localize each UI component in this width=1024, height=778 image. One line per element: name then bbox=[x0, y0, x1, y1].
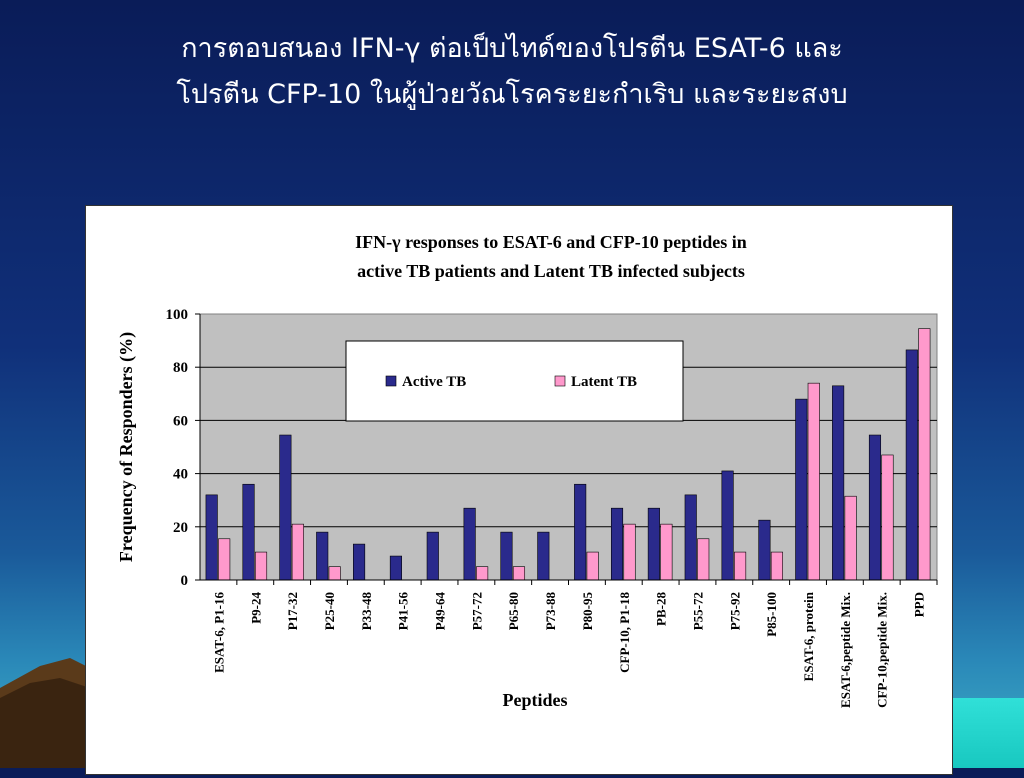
x-tick-label: ESAT-6, P1-16 bbox=[211, 592, 226, 673]
y-tick-label: 100 bbox=[166, 307, 189, 323]
y-tick-label: 20 bbox=[173, 520, 188, 536]
bar-active-tb bbox=[647, 507, 660, 581]
y-axis-label: Frequency of Responders (%) bbox=[116, 332, 137, 562]
bar-active-tb bbox=[279, 434, 292, 581]
bar-latent-tb bbox=[660, 523, 673, 581]
bar-latent-tb bbox=[218, 538, 231, 581]
bar-latent-tb bbox=[254, 551, 268, 581]
legend-box bbox=[345, 340, 684, 422]
bar-active-tb bbox=[463, 507, 476, 581]
legend-swatch-latent-tb bbox=[554, 375, 566, 387]
bar-chart: IFN-γ responses to ESAT-6 and CFP-10 pep… bbox=[116, 232, 938, 710]
bar-latent-tb bbox=[770, 551, 783, 581]
slide-title-line-2: โปรตีน CFP-10 ในผู้ป่วยวัณโรคระยะกำเริบ … bbox=[176, 79, 848, 110]
bar-active-tb bbox=[610, 507, 624, 581]
legend-label-latent-tb: Latent TB bbox=[571, 374, 637, 390]
x-axis-label: Peptides bbox=[503, 690, 568, 710]
x-tick-label: P33-48 bbox=[359, 592, 374, 631]
bar-active-tb bbox=[721, 470, 734, 581]
bar-active-tb bbox=[684, 494, 697, 581]
bar-active-tb bbox=[426, 531, 439, 581]
bar-latent-tb bbox=[734, 551, 747, 581]
x-tick-label: PB-28 bbox=[654, 592, 669, 626]
x-tick-label: P80-95 bbox=[580, 592, 595, 631]
bar-latent-tb bbox=[918, 328, 931, 581]
legend: Active TB Latent TB bbox=[345, 340, 684, 422]
x-axis: ESAT-6, P1-16 P9-24 P17-32 P25-40 P33-48 P41-… bbox=[200, 579, 938, 708]
bar-latent-tb bbox=[476, 566, 489, 581]
bar-latent-tb bbox=[512, 566, 526, 581]
bar-active-tb bbox=[795, 398, 808, 581]
y-tick-label: 0 bbox=[181, 573, 189, 589]
x-tick-label: P55-72 bbox=[690, 592, 705, 630]
slide-title-line-1: การตอบสนอง IFN-γ ต่อเป็บไทด์ของโปรตีน ES… bbox=[181, 33, 843, 64]
x-tick-label: P65-80 bbox=[506, 592, 521, 630]
bar-active-tb bbox=[500, 531, 513, 581]
bar-latent-tb bbox=[697, 538, 710, 581]
chart-panel: IFN-γ responses to ESAT-6 and CFP-10 pep… bbox=[85, 205, 953, 775]
x-tick-label: P73-88 bbox=[543, 592, 558, 631]
y-tick-label: 60 bbox=[173, 413, 188, 429]
x-tick-label: P57-72 bbox=[469, 592, 484, 630]
bar-active-tb bbox=[832, 385, 845, 581]
x-tick-label: P41-56 bbox=[396, 592, 411, 631]
legend-label-active-tb: Active TB bbox=[402, 374, 466, 390]
bar-active-tb bbox=[868, 434, 882, 581]
teal-glow-decoration bbox=[944, 698, 1024, 768]
bar-latent-tb bbox=[844, 495, 857, 581]
legend-swatch-active-tb bbox=[385, 375, 397, 387]
bar-latent-tb bbox=[881, 454, 894, 581]
bar-latent-tb bbox=[586, 551, 599, 581]
y-tick-label: 80 bbox=[173, 360, 188, 376]
chart-title-line-1: IFN-γ responses to ESAT-6 and CFP-10 pep… bbox=[355, 232, 747, 252]
x-tick-label: CFP-10,peptide Mix. bbox=[875, 592, 890, 708]
bars bbox=[205, 328, 931, 581]
y-axis: 0 20 40 60 80 100 bbox=[166, 307, 201, 589]
x-tick-label: P25-40 bbox=[322, 592, 337, 630]
bar-active-tb bbox=[316, 531, 329, 581]
bar-active-tb bbox=[537, 531, 550, 581]
bar-latent-tb bbox=[291, 523, 304, 581]
bar-active-tb bbox=[905, 349, 918, 581]
chart-title-line-2: active TB patients and Latent TB infecte… bbox=[357, 261, 745, 281]
x-tick-label: P49-64 bbox=[433, 592, 448, 631]
bar-latent-tb bbox=[328, 566, 341, 581]
x-tick-label: PPD bbox=[912, 592, 927, 617]
x-tick-label: P17-32 bbox=[285, 592, 300, 630]
x-tick-label: ESAT-6,peptide Mix. bbox=[838, 592, 853, 708]
mountain-decoration bbox=[0, 658, 90, 768]
bar-active-tb bbox=[205, 494, 218, 581]
bar-active-tb bbox=[353, 543, 366, 581]
bar-latent-tb bbox=[807, 382, 820, 581]
x-tick-label: P85-100 bbox=[764, 592, 779, 637]
bar-active-tb bbox=[242, 483, 255, 581]
y-tick-label: 40 bbox=[173, 467, 188, 483]
x-tick-label: P9-24 bbox=[248, 592, 263, 624]
x-tick-label: P75-92 bbox=[727, 592, 742, 630]
x-tick-label: CFP-10, P1-18 bbox=[617, 592, 632, 673]
bar-active-tb bbox=[758, 519, 771, 581]
bar-active-tb bbox=[574, 483, 587, 581]
slide-title: การตอบสนอง IFN-γ ต่อเป็บไทด์ของโปรตีน ES… bbox=[40, 26, 984, 118]
bar-latent-tb bbox=[623, 523, 636, 581]
x-tick-label: ESAT-6, protein bbox=[801, 591, 816, 681]
bar-active-tb bbox=[389, 555, 402, 581]
